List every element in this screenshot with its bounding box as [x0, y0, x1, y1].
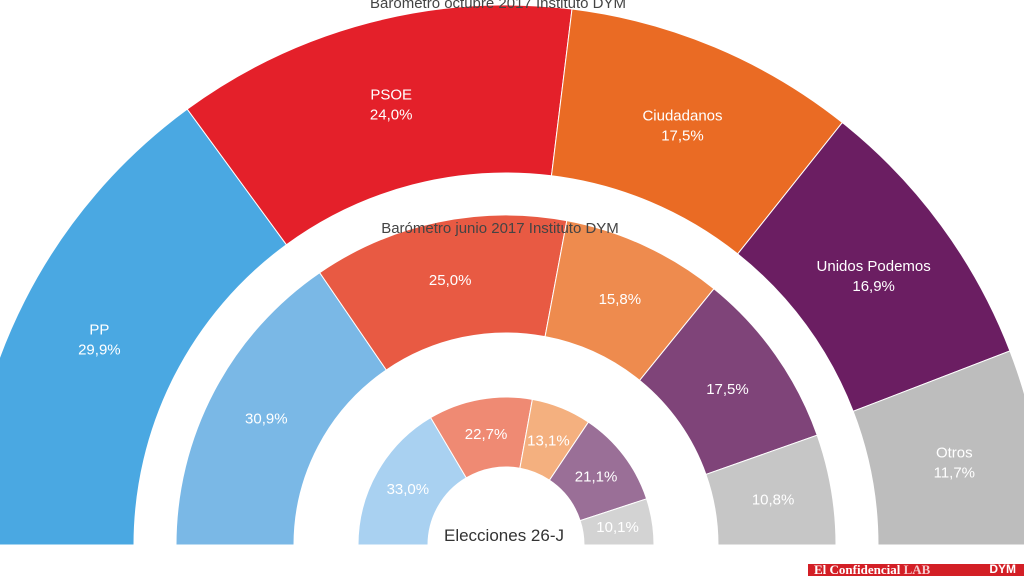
outer-slice-otros [852, 350, 1024, 546]
party-name-otros: Otros [936, 445, 973, 462]
middle-label-pp: 30,9% [245, 411, 288, 428]
middle-slice-pp [175, 271, 387, 546]
outer-label-ciudadanos: Ciudadanos 17,5% [642, 108, 722, 145]
el-confidencial-lab-dym-logo: El Confidencial LAB DYM [808, 564, 1024, 576]
inner-slice-otros [579, 498, 655, 546]
middle-ring-title: Barómetro junio 2017 Instituto DYM [381, 220, 619, 237]
party-value-ciudadanos: 17,5% [661, 128, 704, 145]
logo-lab: LAB [903, 564, 931, 576]
party-value-psoe: 24,0% [370, 107, 413, 124]
inner-label-psoe: 22,7% [465, 426, 508, 443]
middle-slice-otros [705, 434, 837, 546]
logo-wordmark: El Confidencial LAB [814, 564, 930, 576]
inner-label-pp: 33,0% [387, 481, 430, 498]
party-value-pp: 29,9% [78, 342, 121, 359]
outer-ring-title: Barómetro octubre 2017 Instituto DYM [370, 0, 626, 12]
party-value-otros: 11,7% [934, 465, 975, 482]
party-name-ciudadanos: Ciudadanos [642, 108, 722, 125]
outer-label-pp: PP 29,9% [78, 322, 121, 359]
logo-brand: El Confidencial [814, 564, 901, 576]
labels-layer: PP 29,9% PSOE 24,0% Ciudadanos 17,5% Unidos Po… [78, 87, 975, 536]
party-name-psoe: PSOE [370, 87, 412, 104]
logo-partner: DYM [989, 564, 1016, 576]
outer-label-psoe: PSOE 24,0% [370, 87, 413, 124]
slices-layer [0, 4, 1024, 546]
middle-label-psoe: 25,0% [429, 272, 472, 289]
middle-label-ciudadanos: 15,8% [599, 291, 642, 308]
outer-label-unidos-podemos: Unidos Podemos 16,9% [817, 258, 931, 295]
inner-slice-pp [357, 416, 467, 546]
party-name-unidos-podemos: Unidos Podemos [817, 258, 931, 275]
inner-label-unidos-podemos: 21,1% [575, 469, 618, 486]
center-title: Elecciones 26-J [444, 526, 564, 545]
outer-slice-pp [0, 108, 288, 546]
party-name-pp: PP [89, 322, 109, 339]
middle-label-unidos-podemos: 17,5% [706, 381, 749, 398]
inner-label-ciudadanos: 13,1% [527, 432, 570, 449]
party-value-unidos-podemos: 16,9% [852, 278, 895, 295]
middle-label-otros: 10,8% [752, 491, 795, 508]
inner-label-otros: 10,1% [596, 519, 639, 536]
outer-label-otros: Otros 11,7% [934, 445, 975, 482]
